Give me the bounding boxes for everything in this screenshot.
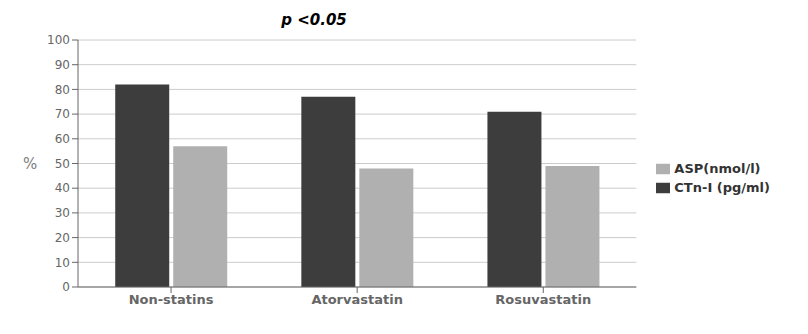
svg-text:80: 80 <box>55 83 70 97</box>
svg-text:Atorvastatin: Atorvastatin <box>311 292 403 307</box>
html-text:ASP(nmol/l): ASP(nmol/l) <box>674 161 761 176</box>
svg-text:60: 60 <box>55 132 70 146</box>
svg-text:Non-statins: Non-statins <box>129 292 214 307</box>
html-text:p <0.05: p <0.05 <box>281 11 347 29</box>
svg-text:0: 0 <box>62 280 70 294</box>
svg-text:20: 20 <box>55 231 70 245</box>
svg-text:50: 50 <box>55 157 70 171</box>
svg-text:10: 10 <box>55 256 70 270</box>
svg-text:30: 30 <box>55 206 70 220</box>
html-text:CTn-I (pg/ml): CTn-I (pg/ml) <box>674 180 770 195</box>
svg-text:90: 90 <box>55 58 70 72</box>
svg-text:Rosuvastatin: Rosuvastatin <box>495 292 591 307</box>
svg-text:100: 100 <box>47 33 70 47</box>
svg-text:70: 70 <box>55 107 70 121</box>
svg-text:40: 40 <box>55 181 70 195</box>
svg-text:%: % <box>23 155 37 173</box>
